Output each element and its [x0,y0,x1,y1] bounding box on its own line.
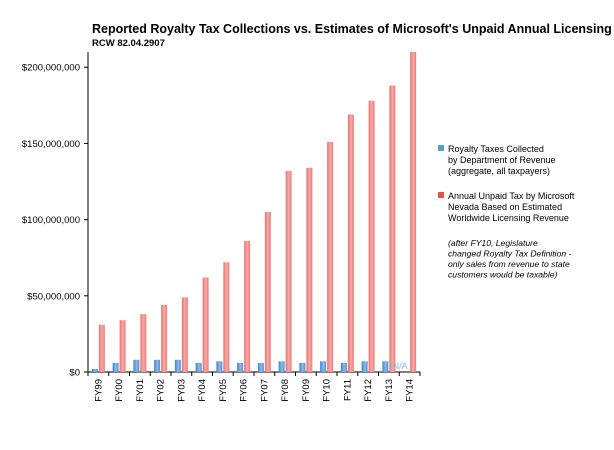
x-tick-label: FY00 [114,379,125,402]
x-tick-label: FY07 [259,379,270,402]
legend-unpaid-tax-label: Nevada Based on Estimated [448,202,562,212]
legend-royalty-collected-swatch [438,145,444,151]
bar-royalty-collected [174,359,181,372]
bar-unpaid-tax [119,320,126,372]
bar-royalty-collected [216,361,223,372]
bar-unpaid-tax [306,167,313,372]
bar-royalty-collected [257,362,264,372]
plot-area: $0 $50,000,000 $100,000,000 $150,000,000 $20… [22,52,421,402]
bar-unpaid-tax [389,85,396,373]
x-tick-label: FY09 [301,379,312,402]
legend-unpaid-tax-swatch [438,192,444,198]
y-tick-label: $0 [69,368,80,379]
legend-royalty-collected-label: by Department of Revenue [448,155,556,165]
bar-unpaid-tax [223,262,230,372]
bar-unpaid-tax [181,297,188,372]
x-tick-label: FY13 [384,379,395,402]
bar-royalty-collected [195,362,202,372]
na-annotation: N/A [393,361,408,371]
bar-royalty-collected [320,361,327,372]
legend-royalty-collected-label: (aggregate, all taxpayers) [448,166,550,176]
bar-royalty-collected [112,362,119,372]
y-tick-label: $200,000,000 [22,63,80,74]
bar-royalty-collected [91,368,98,372]
legend-note-line: (after FY10, Legislature [448,238,538,248]
bar-unpaid-tax [161,304,168,372]
legend-unpaid-tax-label: Worldwide Licensing Revenue [448,213,569,223]
bar-royalty-collected [154,359,161,372]
x-tick-label: FY05 [218,379,229,402]
y-tick-label: $100,000,000 [22,215,80,226]
x-tick-label: FY11 [342,379,353,401]
bar-royalty-collected [361,361,368,372]
legend-note-line: customers would be taxable) [448,270,558,280]
x-tick-label: FY01 [135,379,146,402]
bar-unpaid-tax [264,212,271,372]
bar-unpaid-tax [410,52,417,372]
x-tick-label: FY04 [197,379,208,402]
x-tick-label: FY10 [322,379,333,402]
bar-unpaid-tax [368,100,375,372]
y-tick-label: $150,000,000 [22,139,80,150]
x-tick-label: FY06 [239,379,250,402]
y-tick-label: $50,000,000 [27,291,80,302]
bar-royalty-collected [340,362,347,372]
legend-note-line: only sales from revenue to state [448,259,570,269]
bar-royalty-collected [133,359,140,372]
chart-subtitle: RCW 82.04.2907 [92,38,165,49]
x-tick-label: FY12 [363,379,374,402]
legend-royalty-collected-label: Royalty Taxes Collected [448,144,544,154]
x-tick-label: FY03 [176,379,187,402]
bar-unpaid-tax [140,314,147,372]
bar-royalty-collected [278,361,285,372]
legend-unpaid-tax-label: Annual Unpaid Tax by Microsoft [448,191,575,201]
chart-title: Reported Royalty Tax Collections vs. Est… [92,22,614,36]
x-tick-label: FY02 [156,379,167,402]
bar-royalty-collected [382,361,389,372]
bar-unpaid-tax [202,277,209,372]
legend-note-line: changed Royalty Tax Definition - [448,249,572,259]
bar-unpaid-tax [98,324,105,372]
bar-unpaid-tax [347,114,354,372]
bar-royalty-collected [299,362,306,372]
bar-unpaid-tax [285,170,292,372]
bar-unpaid-tax [327,141,334,372]
x-tick-label: FY14 [405,379,416,402]
bar-royalty-collected [237,362,244,372]
bar-unpaid-tax [244,240,251,372]
x-tick-label: FY99 [93,379,104,402]
x-tick-label: FY08 [280,379,291,402]
